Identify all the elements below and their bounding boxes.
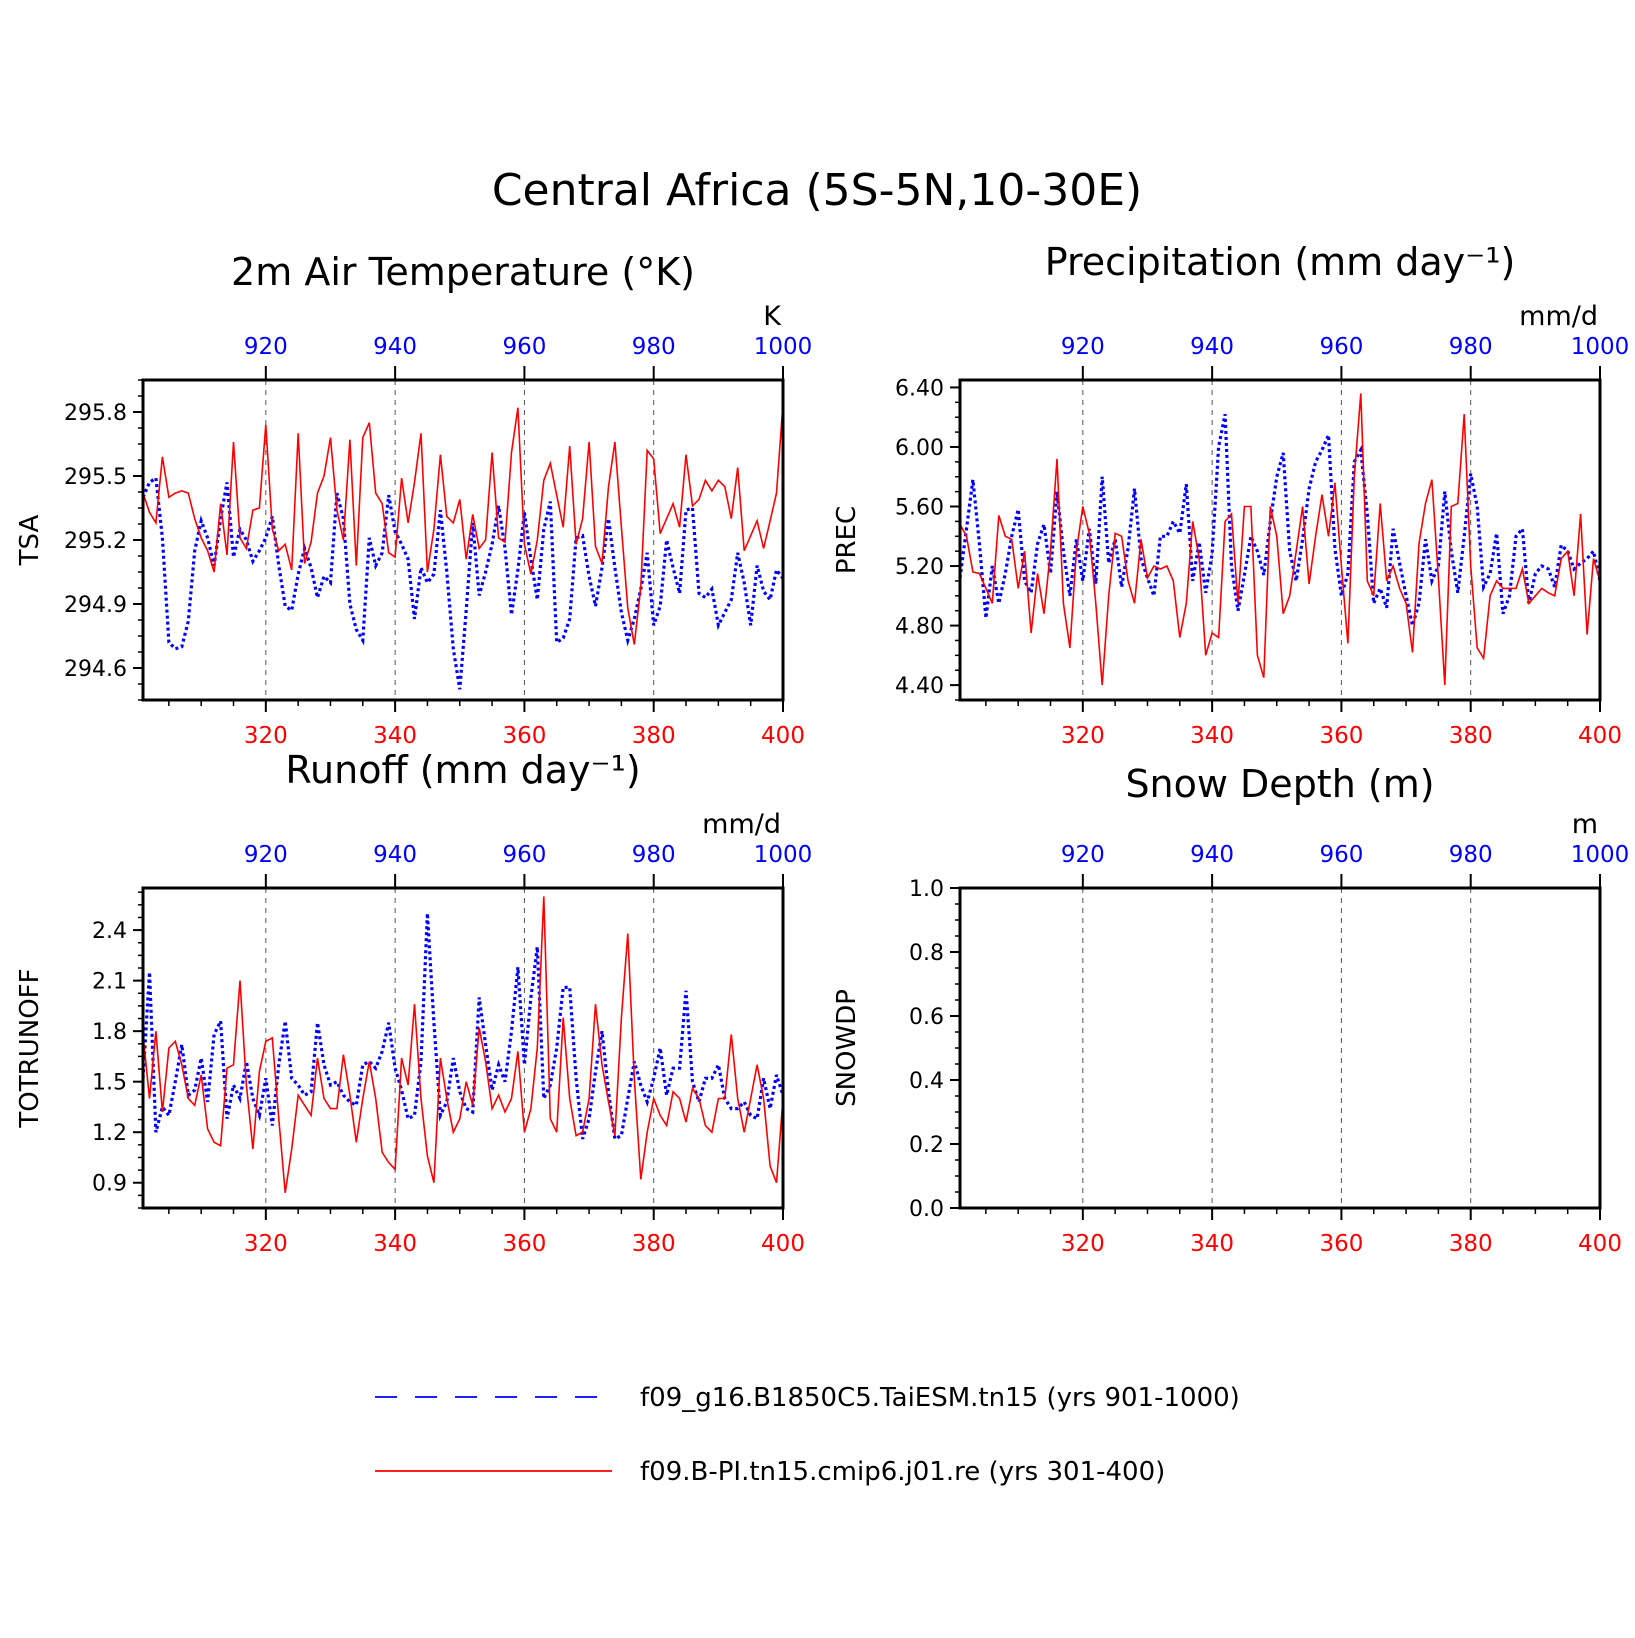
panel-title: Precipitation (mm day⁻¹) <box>1045 240 1516 284</box>
y-tick-label: 4.40 <box>895 674 944 699</box>
x-tick-label-bottom: 320 <box>1061 1231 1105 1257</box>
y-tick-label: 295.8 <box>64 401 127 426</box>
y-tick-label: 5.60 <box>895 496 944 521</box>
x-tick-label-top: 940 <box>1190 842 1234 868</box>
y-tick-label: 6.00 <box>895 436 944 461</box>
x-tick-label-top: 940 <box>1190 334 1234 360</box>
plot-frame <box>958 886 1602 1210</box>
y-tick-label: 4.80 <box>895 615 944 640</box>
x-tick-label-top: 980 <box>1449 334 1493 360</box>
y-tick-label: 295.2 <box>64 529 127 554</box>
x-tick-label-bottom: 360 <box>1319 1231 1363 1257</box>
panel-title: 2m Air Temperature (°K) <box>231 250 695 294</box>
x-tick-label-bottom: 360 <box>1319 723 1363 749</box>
unit-label: mm/d <box>1519 301 1598 332</box>
y-axis-label: SNOWDP <box>832 989 862 1107</box>
y-tick-label: 0.2 <box>909 1133 944 1158</box>
y-axis-label: TOTRUNOFF <box>15 968 45 1128</box>
unit-label: K <box>763 301 782 332</box>
series-line-red <box>142 896 784 1193</box>
x-tick-label-bottom: 400 <box>761 723 805 749</box>
x-tick-label-bottom: 340 <box>373 1231 417 1257</box>
x-tick-label-bottom: 340 <box>1190 1231 1234 1257</box>
legend-label: f09_g16.B1850C5.TaiESM.tn15 (yrs 901-100… <box>640 1383 1240 1413</box>
legend-label: f09.B-PI.tn15.cmip6.j01.re (yrs 301-400) <box>640 1457 1165 1487</box>
x-tick-label-top: 980 <box>632 334 676 360</box>
y-axis-label: PREC <box>832 506 862 574</box>
y-tick-label: 0.4 <box>909 1069 944 1094</box>
x-tick-label-top: 960 <box>502 334 546 360</box>
x-tick-label-bottom: 320 <box>1061 723 1105 749</box>
plot-frame <box>958 378 1602 702</box>
x-tick-label-bottom: 400 <box>761 1231 805 1257</box>
x-tick-label-bottom: 380 <box>1449 723 1493 749</box>
series-line-blue <box>141 475 785 690</box>
x-tick-label-top: 1000 <box>754 334 813 360</box>
y-tick-label: 294.9 <box>64 593 127 618</box>
x-tick-label-bottom: 340 <box>1190 723 1234 749</box>
x-tick-label-bottom: 340 <box>373 723 417 749</box>
legend: f09_g16.B1850C5.TaiESM.tn15 (yrs 901-100… <box>375 1383 1240 1487</box>
x-tick-label-top: 940 <box>373 842 417 868</box>
y-tick-label: 294.6 <box>64 657 127 682</box>
y-tick-label: 1.8 <box>92 1020 127 1045</box>
main-title: Central Africa (5S-5N,10-30E) <box>492 165 1142 216</box>
x-tick-label-bottom: 320 <box>244 723 288 749</box>
x-tick-label-bottom: 380 <box>632 723 676 749</box>
series-line-blue <box>141 913 785 1142</box>
x-tick-label-top: 980 <box>632 842 676 868</box>
y-axis-label: TSA <box>15 514 45 566</box>
panel-title: Snow Depth (m) <box>1125 762 1434 806</box>
y-tick-label: 5.20 <box>895 555 944 580</box>
x-tick-label-top: 1000 <box>754 842 813 868</box>
y-tick-label: 6.40 <box>895 376 944 401</box>
unit-label: m <box>1572 809 1598 840</box>
y-tick-label: 295.5 <box>64 465 127 490</box>
x-tick-label-top: 920 <box>1061 842 1105 868</box>
x-tick-label-top: 920 <box>244 334 288 360</box>
y-tick-label: 0.8 <box>909 941 944 966</box>
x-tick-label-top: 960 <box>502 842 546 868</box>
x-tick-label-top: 1000 <box>1571 842 1630 868</box>
panel-4: Snow Depth (m) m SNOWDP 1.0 0.8 0.6 0.4 0.2 0.0 3… <box>832 762 1629 1257</box>
series-line-red <box>959 393 1601 686</box>
plot-frame <box>141 886 785 1210</box>
y-tick-label: 2.1 <box>92 970 127 995</box>
y-tick-label: 1.2 <box>92 1121 127 1146</box>
y-tick-label: 1.0 <box>909 877 944 902</box>
series-line-blue <box>958 413 1602 627</box>
panel-title: Runoff (mm day⁻¹) <box>285 748 640 792</box>
x-tick-label-top: 920 <box>244 842 288 868</box>
x-tick-label-top: 920 <box>1061 334 1105 360</box>
panel-1: 2m Air Temperature (°K) K TSA 295.8 295.5 295… <box>15 250 812 749</box>
x-tick-label-bottom: 320 <box>244 1231 288 1257</box>
x-tick-label-top: 960 <box>1319 334 1363 360</box>
x-tick-label-bottom: 360 <box>502 723 546 749</box>
series-line-red <box>142 403 784 645</box>
y-tick-label: 1.5 <box>92 1071 127 1096</box>
y-tick-label: 0.0 <box>909 1197 944 1222</box>
x-tick-label-bottom: 380 <box>632 1231 676 1257</box>
x-tick-label-top: 1000 <box>1571 334 1630 360</box>
y-tick-label: 0.9 <box>92 1172 127 1197</box>
y-tick-label: 0.6 <box>909 1005 944 1030</box>
x-tick-label-top: 960 <box>1319 842 1363 868</box>
x-tick-label-bottom: 400 <box>1578 1231 1622 1257</box>
x-tick-label-bottom: 380 <box>1449 1231 1493 1257</box>
unit-label: mm/d <box>702 809 781 840</box>
x-tick-label-top: 940 <box>373 334 417 360</box>
panel-2: Precipitation (mm day⁻¹)mm/d PREC 6.40 6.00… <box>832 240 1629 749</box>
x-tick-label-bottom: 360 <box>502 1231 546 1257</box>
y-tick-label: 2.4 <box>92 919 127 944</box>
panel-3: Runoff (mm day⁻¹) mm/d TOTRUNOFF 2.4 2.1 1.8 1… <box>15 748 812 1257</box>
x-tick-label-bottom: 400 <box>1578 723 1622 749</box>
x-tick-label-top: 980 <box>1449 842 1493 868</box>
